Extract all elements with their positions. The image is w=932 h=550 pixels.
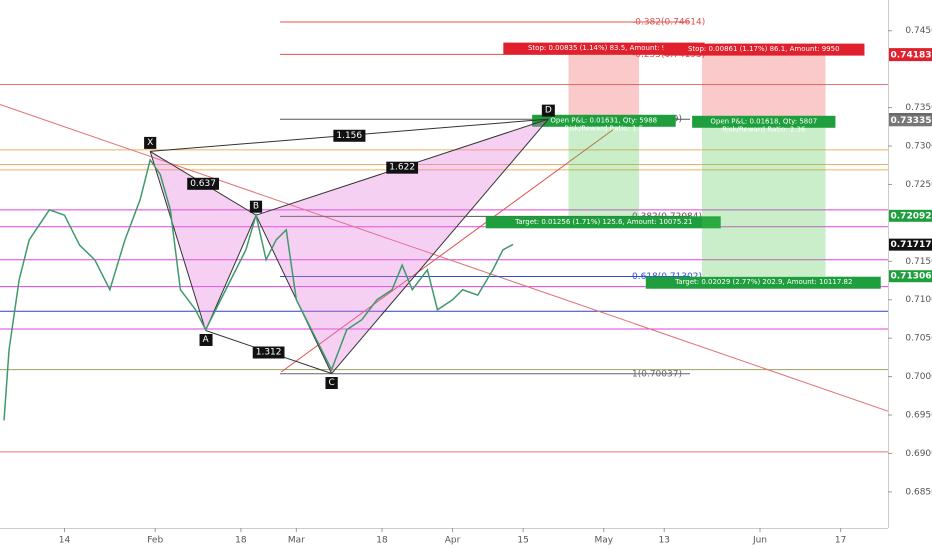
ratio-label: 0.637 bbox=[190, 179, 216, 189]
x-tick-label: 15 bbox=[517, 536, 528, 546]
price-label-bg bbox=[889, 270, 932, 283]
stop-label-bg bbox=[663, 43, 865, 56]
ratio-label: 1.156 bbox=[336, 131, 362, 141]
price-label: 0.73335 bbox=[891, 116, 932, 126]
fib-label: -0.382(0.74614) bbox=[632, 17, 705, 27]
pl-label: Open P&L: 0.01631, Qty: 5988 bbox=[550, 116, 657, 124]
y-tick-label: 0.69500 bbox=[905, 411, 932, 421]
pattern-fill bbox=[256, 119, 549, 374]
x-tick-label: Feb bbox=[147, 536, 163, 546]
x-tick-label: Jun bbox=[752, 536, 767, 546]
price-label-bg bbox=[889, 209, 932, 222]
pattern-point-label: A bbox=[203, 335, 210, 345]
pl-label-bg bbox=[692, 115, 836, 128]
rr-label: Risk/Reward Ratio: 1.5 bbox=[564, 124, 643, 132]
pattern-point-label-bg bbox=[199, 333, 213, 346]
target-label-bg bbox=[645, 276, 881, 289]
pattern-line bbox=[205, 214, 257, 331]
ratio-label-bg bbox=[386, 161, 419, 174]
price-label-bg bbox=[889, 114, 932, 127]
y-tick-label: 0.69000 bbox=[905, 449, 932, 459]
pattern-fill bbox=[150, 151, 257, 331]
stop-label-bg bbox=[503, 42, 705, 55]
pattern-point-label: X bbox=[147, 138, 153, 148]
y-tick-label: 0.72500 bbox=[905, 180, 932, 190]
target-label: Target: 0.02029 (2.77%) 202.9, Amount: 1… bbox=[674, 278, 852, 286]
y-tick-label: 0.71500 bbox=[905, 257, 932, 267]
pl-label-bg bbox=[532, 114, 676, 127]
rr-label: Risk/Reward Ratio: 2.36 bbox=[722, 125, 806, 133]
x-tick-label: 17 bbox=[835, 536, 846, 546]
pattern-point-label-bg bbox=[144, 136, 157, 149]
stop-label: Stop: 0.00861 (1.17%) 86.1, Amount: 9950 bbox=[688, 45, 840, 53]
x-tick-label: 18 bbox=[235, 536, 247, 546]
price-label-bg bbox=[889, 49, 932, 62]
x-tick-label: 13 bbox=[659, 536, 670, 546]
stop-zone bbox=[702, 55, 826, 121]
pattern-point-label-bg bbox=[249, 200, 263, 213]
target-label: Target: 0.01256 (1.71%) 125.6, Amount: 1… bbox=[514, 218, 692, 226]
stop-label: Stop: 0.00835 (1.14%) 83.5, Amount: 9950 bbox=[528, 44, 680, 52]
ratio-label-bg bbox=[252, 346, 285, 359]
y-tick-label: 0.74500 bbox=[905, 26, 932, 36]
trend-line bbox=[0, 104, 889, 412]
fib-label: 1(0.70037) bbox=[632, 369, 682, 379]
target-label-bg bbox=[485, 216, 721, 229]
x-tick-label: May bbox=[594, 536, 613, 546]
ratio-label-bg bbox=[333, 129, 366, 142]
y-tick-label: 0.68500 bbox=[905, 487, 932, 497]
y-tick-label: 0.73500 bbox=[905, 103, 932, 113]
target-zone bbox=[702, 120, 826, 277]
y-tick-label: 0.73000 bbox=[905, 142, 932, 152]
y-tick-label: 0.70000 bbox=[905, 372, 932, 382]
x-tick-label: 18 bbox=[376, 536, 388, 546]
pattern-point-label-bg bbox=[541, 104, 555, 117]
x-tick-label: Apr bbox=[445, 536, 461, 546]
price-label-bg bbox=[889, 238, 932, 251]
stop-zone bbox=[568, 54, 640, 120]
y-tick-label: 0.70500 bbox=[905, 334, 932, 344]
price-label: 0.71306 bbox=[891, 272, 932, 282]
pattern-line bbox=[255, 214, 333, 374]
trend-line bbox=[280, 128, 615, 373]
pattern-point-label-bg bbox=[325, 377, 338, 390]
ratio-label-bg bbox=[187, 177, 219, 190]
price-label: 0.72092 bbox=[891, 211, 932, 221]
ratio-label: 1.622 bbox=[389, 163, 415, 173]
y-tick-label: 0.71000 bbox=[905, 295, 932, 305]
ratio-label: 1.312 bbox=[256, 348, 282, 358]
pl-label: Open P&L: 0.01618, Qty: 5807 bbox=[710, 117, 817, 125]
pattern-point-label: D bbox=[545, 106, 552, 116]
price-label: 0.71717 bbox=[891, 240, 932, 250]
target-zone bbox=[568, 119, 640, 216]
price-line bbox=[3, 158, 514, 421]
pattern-line bbox=[149, 151, 207, 331]
price-label: 0.74183 bbox=[891, 51, 932, 61]
pattern-point-label: B bbox=[253, 202, 259, 212]
x-tick-label: 14 bbox=[59, 536, 71, 546]
pattern-point-label: C bbox=[328, 378, 334, 388]
x-tick-label: Mar bbox=[288, 536, 305, 546]
pattern-line bbox=[331, 118, 549, 374]
